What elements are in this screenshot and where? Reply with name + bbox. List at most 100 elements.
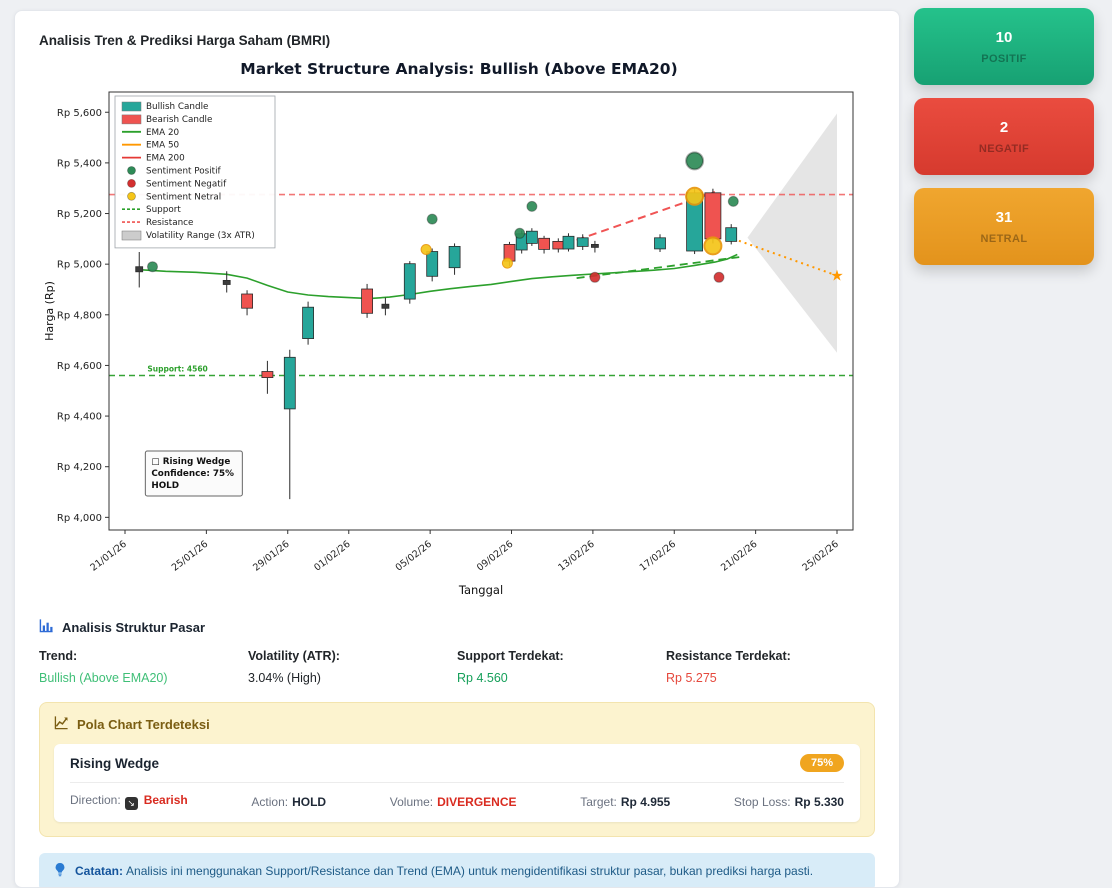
structure-resistance: Resistance Terdekat: Rp 5.275 <box>666 649 875 685</box>
resistance-label: Resistance Terdekat: <box>666 649 791 663</box>
trend-label: Trend: <box>39 649 78 663</box>
pattern-annotation: □ Rising Wedge Confidence: 75% HOLD <box>144 450 243 497</box>
sentiment-summary-column: 10 POSITIF 2 NEGATIF 31 NETRAL <box>914 8 1094 265</box>
svg-text:Confidence: 75%: Confidence: 75% <box>151 469 234 479</box>
pattern-name: Rising Wedge <box>70 755 160 771</box>
structure-volatility: Volatility (ATR): 3.04% (High) <box>248 649 457 685</box>
svg-text:Rp 5,400: Rp 5,400 <box>57 158 102 169</box>
analysis-card: Analisis Tren & Prediksi Harga Saham (BM… <box>14 10 900 888</box>
pattern-direction: Direction: ↘ Bearish <box>70 793 188 810</box>
pattern-volume: Volume: DIVERGENCE <box>389 794 517 809</box>
svg-text:29/01/26: 29/01/26 <box>251 539 291 574</box>
support-value: Rp 4.560 <box>457 671 508 685</box>
svg-text:Rp 4,200: Rp 4,200 <box>57 462 102 473</box>
plot-border <box>108 91 854 531</box>
page-title: Analisis Tren & Prediksi Harga Saham (BM… <box>39 33 331 48</box>
negative-sentiment-card: 2 NEGATIF <box>914 98 1094 175</box>
pattern-card: Rising Wedge 75% Direction: ↘ Bearish Acti… <box>54 744 860 822</box>
x-axis-label: Tanggal <box>458 583 503 597</box>
divider <box>70 782 844 783</box>
svg-text:HOLD: HOLD <box>151 481 179 491</box>
negative-label: NEGATIF <box>978 142 1030 155</box>
confidence-badge: 75% <box>799 754 844 772</box>
svg-text:Rp 4,000: Rp 4,000 <box>57 513 102 524</box>
neutral-sentiment-card: 31 NETRAL <box>914 188 1094 265</box>
pattern-target: Target: Rp 4.955 <box>580 794 671 809</box>
volatility-label: Volatility (ATR): <box>248 649 340 663</box>
svg-text:01/02/26: 01/02/26 <box>312 539 352 574</box>
svg-text:Rp 5,000: Rp 5,000 <box>57 260 102 271</box>
svg-text:EMA 200: EMA 200 <box>146 154 185 164</box>
structure-support: Support Terdekat: Rp 4.560 <box>457 649 666 685</box>
y-axis: Rp 4,000 Rp 4,200 Rp 4,400 Rp 4,600 Rp 4,800… <box>57 108 109 524</box>
candles <box>135 188 738 500</box>
chart-legend: Bullish Candle Bearish Candle EMA 20 EMA 50… <box>114 95 276 249</box>
pattern-panel-header: Pola Chart Terdeteksi <box>54 715 860 733</box>
neutral-count: 31 <box>995 208 1013 226</box>
pattern-panel-title: Pola Chart Terdeteksi <box>77 716 210 732</box>
target-projection-line <box>732 237 838 277</box>
note-bar: Catatan: Analisis ini menggunakan Support… <box>39 853 875 887</box>
pattern-action: Action: HOLD <box>251 794 327 809</box>
volatility-cone <box>747 113 837 353</box>
pattern-panel: Pola Chart Terdeteksi Rising Wedge 75% D… <box>39 702 875 837</box>
x-axis: 21/01/26 25/01/26 29/01/26 01/02/26 05/02/26… <box>88 530 841 574</box>
svg-text:Bearish Candle: Bearish Candle <box>146 115 212 125</box>
svg-text:Support: Support <box>146 205 181 215</box>
svg-text:Sentiment Positif: Sentiment Positif <box>146 167 222 177</box>
positive-sentiment-card: 10 POSITIF <box>914 8 1094 85</box>
chart-title: Market Structure Analysis: Bullish (Abov… <box>240 60 678 78</box>
svg-text:25/01/26: 25/01/26 <box>170 539 210 574</box>
svg-text:Bullish Candle: Bullish Candle <box>146 102 208 112</box>
svg-text:Rp 4,800: Rp 4,800 <box>57 310 102 321</box>
svg-text:EMA 20: EMA 20 <box>146 128 180 138</box>
structure-trend: Trend: Bullish (Above EMA20) <box>39 649 248 685</box>
pattern-top-row: Rising Wedge 75% <box>70 754 844 772</box>
bulb-icon <box>53 862 67 881</box>
candlestick-chart-svg: Support: 4560 ★ □ Rising Wedge Confidence: … <box>43 91 854 597</box>
sentiment-dots <box>147 151 739 283</box>
volatility-value: 3.04% (High) <box>248 671 321 685</box>
svg-text:05/02/26: 05/02/26 <box>394 539 434 574</box>
line-chart-icon <box>54 715 69 733</box>
svg-text:21/01/26: 21/01/26 <box>88 539 128 574</box>
svg-text:Rp 4,400: Rp 4,400 <box>57 412 102 423</box>
svg-text:25/02/26: 25/02/26 <box>800 539 840 574</box>
note-prefix: Catatan: <box>75 864 124 878</box>
y-axis-label: Harga (Rp) <box>43 281 56 341</box>
market-structure-section: Analisis Struktur Pasar Trend: Bullish (… <box>39 618 875 685</box>
svg-text:13/02/26: 13/02/26 <box>556 539 596 574</box>
bar-chart-icon <box>39 618 54 636</box>
svg-text:Rp 5,600: Rp 5,600 <box>57 108 102 119</box>
structure-grid: Trend: Bullish (Above EMA20) Volatility … <box>39 649 875 685</box>
target-star: ★ <box>830 267 843 285</box>
svg-text:21/02/26: 21/02/26 <box>719 539 759 574</box>
structure-header: Analisis Struktur Pasar <box>39 618 875 636</box>
svg-text:Rp 5,200: Rp 5,200 <box>57 209 102 220</box>
svg-text:Sentiment Negatif: Sentiment Negatif <box>146 179 227 189</box>
trend-value: Bullish (Above EMA20) <box>39 671 168 685</box>
svg-text:Rp 4,600: Rp 4,600 <box>57 361 102 372</box>
negative-count: 2 <box>999 118 1009 136</box>
neutral-label: NETRAL <box>980 232 1028 245</box>
note-text: Catatan: Analisis ini menggunakan Support… <box>75 864 814 878</box>
positive-label: POSITIF <box>981 52 1027 65</box>
structure-title: Analisis Struktur Pasar <box>62 619 206 635</box>
ema20-line <box>139 253 738 300</box>
pattern-stoploss: Stop Loss: Rp 5.330 <box>733 794 844 809</box>
down-right-arrow-icon: ↘ <box>124 797 138 810</box>
support-line-label: Support: 4560 <box>147 365 207 374</box>
pattern-fields-row: Direction: ↘ Bearish Action: HOLD Volume: DI… <box>70 793 844 810</box>
svg-text:EMA 50: EMA 50 <box>146 141 180 151</box>
positive-count: 10 <box>995 28 1013 46</box>
support-label: Support Terdekat: <box>457 649 564 663</box>
svg-text:17/02/26: 17/02/26 <box>638 539 678 574</box>
svg-text:Sentiment Netral: Sentiment Netral <box>146 192 221 202</box>
svg-text:Volatility Range (3x ATR): Volatility Range (3x ATR) <box>146 231 255 241</box>
svg-text:Resistance: Resistance <box>146 218 193 228</box>
price-chart: Market Structure Analysis: Bullish (Abov… <box>37 60 881 608</box>
svg-text:□ Rising Wedge: □ Rising Wedge <box>151 457 230 467</box>
resistance-value: Rp 5.275 <box>666 671 717 685</box>
svg-text:09/02/26: 09/02/26 <box>475 539 515 574</box>
wedge-lower-line <box>576 256 740 279</box>
